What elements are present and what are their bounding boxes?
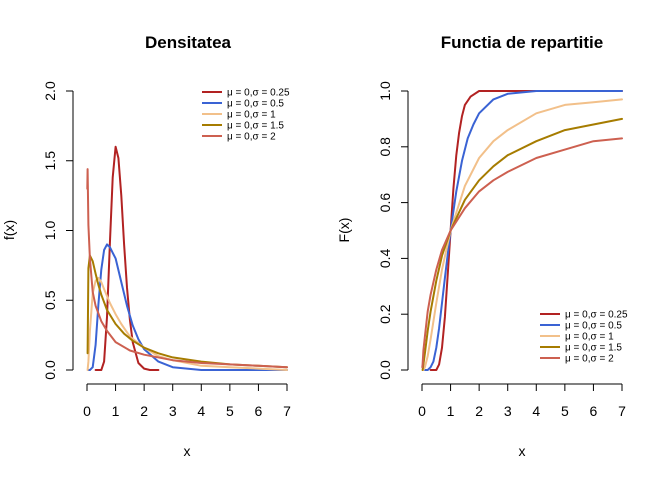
density-x-tick-label: 7 (283, 403, 291, 419)
cdf-y-tick-label: 0.4 (377, 248, 393, 268)
density-x-tick-label: 4 (197, 403, 205, 419)
cdf-legend-entry: μ = 0,σ = 1.5 (565, 343, 622, 354)
cdf-y-tick-label: 1.0 (377, 81, 393, 101)
density-legend-entry: μ = 0,σ = 0.5 (227, 99, 284, 110)
cdf-legend-entry: μ = 0,σ = 1 (565, 332, 614, 343)
cdf-x-tick-label: 3 (504, 403, 512, 419)
density-x-tick-label: 2 (140, 403, 148, 419)
density-title: Densitatea (145, 33, 232, 52)
density-x-label: x (184, 443, 191, 459)
cdf-x-tick-label: 7 (618, 403, 626, 419)
density-y-tick-label: 0.0 (42, 360, 58, 380)
density-y-tick-label: 1.5 (42, 151, 58, 171)
density-series-line-2 (86, 276, 288, 371)
cdf-series-line-2 (422, 98, 623, 371)
density-y-tick-label: 1.0 (42, 221, 58, 241)
density-x-tick-label: 1 (112, 403, 120, 419)
density-x-tick-label: 0 (83, 403, 91, 419)
cdf-x-tick-label: 4 (532, 403, 540, 419)
density-y-tick-label: 0.5 (42, 290, 58, 310)
density-y-label: f(x) (1, 220, 17, 240)
density-legend-entry: μ = 0,σ = 1.5 (227, 121, 284, 132)
cdf-x-tick-label: 2 (475, 403, 483, 419)
density-series-layer (86, 145, 288, 371)
cdf-panel: Functia de repartitie x F(x) 0 1 2 3 4 5 6 7 0.0… (336, 33, 628, 459)
cdf-y-tick-label: 0.0 (377, 360, 393, 380)
cdf-series-line-3 (421, 117, 623, 371)
cdf-series-line-0 (429, 90, 623, 371)
density-panel: Densitatea x f(x) 0 1 2 3 4 5 6 7 0.0 0.5 1.0 1.5 2.… (1, 33, 291, 459)
density-x-tick-label: 3 (169, 403, 177, 419)
cdf-y-tick-label: 0.8 (377, 137, 393, 157)
density-series-line-1 (87, 243, 288, 371)
cdf-y-label: F(x) (336, 218, 352, 243)
cdf-axes: 0 1 2 3 4 5 6 7 0.0 0.2 0.4 0.6 0.8 1.0 (377, 81, 626, 419)
cdf-legend-entry: μ = 0,σ = 0.25 (565, 310, 628, 321)
cdf-y-tick-label: 0.2 (377, 304, 393, 324)
density-legend-entry: μ = 0,σ = 2 (227, 132, 276, 143)
cdf-x-tick-label: 6 (590, 403, 598, 419)
density-axes: 0 1 2 3 4 5 6 7 0.0 0.5 1.0 1.5 2.0 (42, 81, 291, 419)
cdf-x-tick-label: 5 (561, 403, 569, 419)
cdf-y-tick-label: 0.6 (377, 193, 393, 213)
cdf-x-tick-label: 1 (447, 403, 455, 419)
cdf-series-line-1 (423, 90, 623, 371)
density-legend: μ = 0,σ = 0.25μ = 0,σ = 0.5μ = 0,σ = 1μ … (202, 88, 290, 143)
density-x-tick-label: 6 (255, 403, 263, 419)
density-legend-entry: μ = 0,σ = 0.25 (227, 88, 290, 99)
cdf-x-tick-label: 0 (418, 403, 426, 419)
density-x-tick-label: 5 (226, 403, 234, 419)
cdf-legend-entry: μ = 0,σ = 0.5 (565, 321, 622, 332)
density-series-line-0 (94, 145, 160, 371)
cdf-series-layer (421, 90, 623, 371)
cdf-title: Functia de repartitie (441, 33, 603, 52)
density-y-tick-label: 2.0 (42, 81, 58, 101)
cdf-series-line-4 (421, 137, 623, 369)
cdf-legend-entry: μ = 0,σ = 2 (565, 354, 614, 365)
cdf-legend: μ = 0,σ = 0.25μ = 0,σ = 0.5μ = 0,σ = 1μ … (540, 310, 628, 365)
density-series-line-3 (86, 254, 288, 369)
density-series-line-4 (86, 168, 288, 369)
cdf-x-label: x (519, 443, 526, 459)
density-legend-entry: μ = 0,σ = 1 (227, 110, 276, 121)
